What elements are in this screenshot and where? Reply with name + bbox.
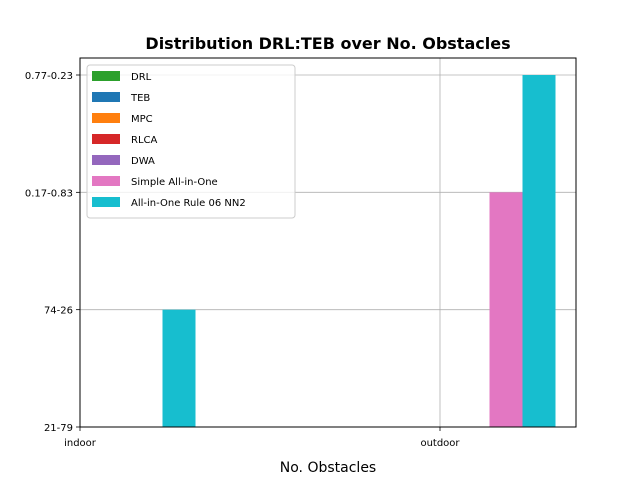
legend-label: All-in-One Rule 06 NN2 xyxy=(131,198,246,209)
legend-label: DWA xyxy=(131,156,155,167)
legend: DRL TEB MPC RLCA DWA Simple All-in-One All-in-… xyxy=(86,64,296,219)
legend-swatch xyxy=(92,176,120,186)
legend-swatch xyxy=(92,197,120,207)
x-axis: indoor outdoor xyxy=(64,427,460,449)
legend-swatch xyxy=(92,155,120,165)
legend-swatch xyxy=(92,134,120,144)
y-axis: 21-79 74-26 0.17-0.83 0.77-0.23 xyxy=(25,71,80,434)
legend-label: Simple All-in-One xyxy=(131,177,218,188)
x-tick-label: outdoor xyxy=(420,438,460,449)
chart-title: Distribution DRL:TEB over No. Obstacles xyxy=(145,34,510,53)
bar xyxy=(522,75,556,427)
legend-swatch xyxy=(92,92,120,102)
legend-label: MPC xyxy=(131,114,153,125)
legend-label: TEB xyxy=(130,93,150,104)
legend-swatch xyxy=(92,113,120,123)
y-tick-label: 74-26 xyxy=(44,306,73,317)
legend-swatch xyxy=(92,71,120,81)
bar xyxy=(162,309,196,427)
bar xyxy=(489,192,523,427)
legend-box xyxy=(86,64,296,219)
y-tick-label: 21-79 xyxy=(44,423,73,434)
y-tick-label: 0.17-0.83 xyxy=(25,188,73,199)
legend-label: DRL xyxy=(131,72,152,83)
x-tick-label: indoor xyxy=(64,438,97,449)
plot-frame xyxy=(79,57,577,428)
legend-label: RLCA xyxy=(131,135,158,146)
x-axis-label: No. Obstacles xyxy=(280,460,376,476)
bars xyxy=(162,75,556,427)
y-tick-label: 0.77-0.23 xyxy=(25,71,73,82)
